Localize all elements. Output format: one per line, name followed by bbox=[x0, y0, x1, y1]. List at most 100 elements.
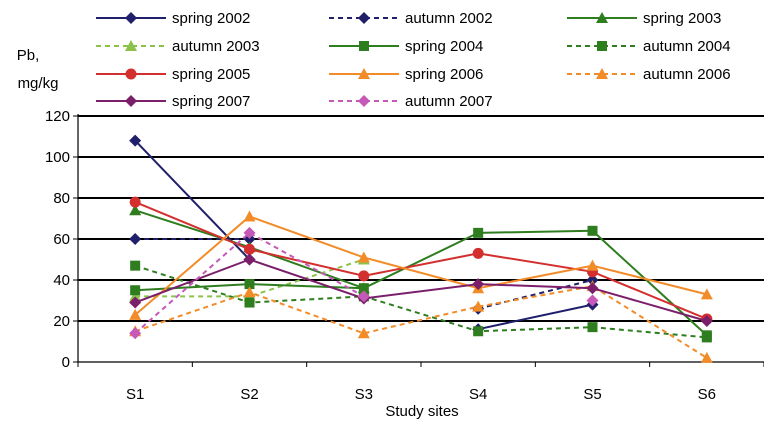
point-autumn-2004-s5 bbox=[587, 322, 598, 333]
legend-label-spring-2007: spring 2007 bbox=[172, 93, 250, 110]
point-autumn-2007-s5 bbox=[586, 294, 599, 307]
point-autumn-2007-s1 bbox=[129, 327, 142, 340]
legend-entry-spring-2004: spring 2004 bbox=[329, 38, 483, 55]
x-tick-label-s1: S1 bbox=[126, 386, 144, 403]
legend-entry-autumn-2003: autumn 2003 bbox=[96, 38, 260, 55]
point-autumn-2006-s2 bbox=[243, 286, 256, 298]
point-spring-2007-s4 bbox=[472, 278, 485, 291]
legend-entry-autumn-2006: autumn 2006 bbox=[567, 66, 731, 83]
point-autumn-2004-s2 bbox=[244, 297, 255, 308]
point-autumn-2006-s3 bbox=[357, 327, 370, 339]
legend-entry-spring-2003: spring 2003 bbox=[567, 10, 721, 27]
point-spring-2004-s5 bbox=[587, 225, 598, 236]
legend-marker-spring-2003 bbox=[596, 12, 608, 23]
point-spring-2006-s1 bbox=[129, 308, 142, 320]
point-spring-2005-s2 bbox=[244, 243, 255, 255]
x-tick-label-s2: S2 bbox=[240, 386, 258, 403]
series-line-autumn-2004 bbox=[134, 264, 707, 339]
point-autumn-2002-s5 bbox=[586, 274, 599, 286]
y-axis-label-line1: Pb, bbox=[17, 47, 40, 64]
series-line-spring-2002 bbox=[134, 139, 251, 261]
point-spring-2004-s1 bbox=[130, 285, 141, 296]
point-spring-2004-s4 bbox=[473, 227, 484, 238]
point-spring-2006-s5 bbox=[586, 259, 599, 271]
series-line-spring-2004 bbox=[135, 229, 708, 337]
x-tick-label-s4: S4 bbox=[469, 386, 487, 403]
x-tick-label-s6: S6 bbox=[698, 386, 716, 403]
series bbox=[129, 134, 713, 363]
legend-label-autumn-2006: autumn 2006 bbox=[643, 66, 731, 83]
legend-label-spring-2004: spring 2004 bbox=[405, 38, 483, 55]
point-spring-2007-s6 bbox=[700, 315, 713, 327]
legend-label-spring-2006: spring 2006 bbox=[405, 66, 483, 83]
legend-marker-autumn-2006 bbox=[596, 68, 608, 79]
point-spring-2003-s1 bbox=[129, 204, 142, 216]
series-line-autumn-2003 bbox=[135, 258, 365, 298]
legend-label-spring-2002: spring 2002 bbox=[172, 10, 250, 27]
legend-marker-spring-2005 bbox=[125, 68, 137, 80]
point-autumn-2006-s6 bbox=[700, 351, 713, 363]
point-autumn-2007-s3 bbox=[357, 290, 370, 303]
y-tick-label-120: 120 bbox=[45, 108, 70, 125]
legend-entry-autumn-2004: autumn 2004 bbox=[567, 38, 731, 55]
point-spring-2004-s3 bbox=[358, 283, 369, 294]
series-line-autumn-2006 bbox=[134, 285, 708, 359]
legend-marker-autumn-2003 bbox=[125, 40, 137, 51]
y-axis-label-line2: mg/kg bbox=[18, 75, 59, 92]
point-spring-2006-s3 bbox=[357, 251, 370, 263]
series-line-spring-2002 bbox=[477, 303, 593, 331]
series-line-spring-2007 bbox=[134, 258, 708, 322]
series-spring-2002 bbox=[129, 134, 599, 336]
legend-label-autumn-2007: autumn 2007 bbox=[405, 93, 493, 110]
legend-entry-autumn-2007: autumn 2007 bbox=[329, 93, 493, 110]
point-spring-2007-s5 bbox=[586, 282, 599, 295]
legend-entry-autumn-2002: autumn 2002 bbox=[329, 10, 493, 27]
point-spring-2007-s1 bbox=[129, 296, 142, 309]
point-spring-2004-s2 bbox=[244, 279, 255, 290]
legend-label-autumn-2002: autumn 2002 bbox=[405, 10, 493, 27]
x-tick-label-s5: S5 bbox=[583, 386, 601, 403]
y-tick-label-0: 0 bbox=[62, 354, 70, 371]
point-autumn-2007-s2 bbox=[243, 226, 256, 239]
point-autumn-2004-s6 bbox=[701, 332, 712, 343]
point-spring-2006-s2 bbox=[243, 210, 256, 222]
legend-marker-autumn-2004 bbox=[597, 41, 607, 51]
legend-marker-autumn-2007 bbox=[358, 95, 370, 107]
point-autumn-2004-s1 bbox=[130, 260, 141, 271]
legend-entry-spring-2005: spring 2005 bbox=[96, 66, 250, 83]
y-tick-label-60: 60 bbox=[53, 231, 70, 248]
point-spring-2005-s3 bbox=[358, 270, 370, 282]
point-spring-2005-s4 bbox=[472, 247, 484, 259]
series-line-spring-2005 bbox=[134, 201, 708, 320]
point-autumn-2003-s1 bbox=[129, 290, 142, 302]
point-spring-2002-s1 bbox=[129, 134, 142, 147]
series-line-spring-2006 bbox=[134, 215, 708, 316]
y-tick-label-100: 100 bbox=[45, 149, 70, 166]
legend-marker-spring-2002 bbox=[125, 12, 137, 24]
legend-entry-spring-2002: spring 2002 bbox=[96, 10, 250, 27]
point-spring-2007-s2 bbox=[243, 253, 256, 266]
legend-marker-spring-2006 bbox=[358, 68, 370, 79]
legend-entry-spring-2006: spring 2006 bbox=[329, 66, 483, 83]
legend-label-autumn-2004: autumn 2004 bbox=[643, 38, 731, 55]
legend: spring 2002 autumn 2002 spring 2003 autumn … bbox=[96, 10, 731, 110]
legend-marker-spring-2007 bbox=[125, 95, 137, 107]
legend-label-autumn-2003: autumn 2003 bbox=[172, 38, 260, 55]
point-spring-2005-s1 bbox=[129, 196, 141, 208]
point-autumn-2002-s1 bbox=[129, 233, 142, 245]
legend-entry-spring-2007: spring 2007 bbox=[96, 93, 250, 110]
point-spring-2006-s6 bbox=[700, 288, 713, 300]
grid bbox=[78, 115, 764, 322]
point-autumn-2004-s4 bbox=[473, 326, 484, 337]
legend-label-spring-2003: spring 2003 bbox=[643, 10, 721, 27]
axes: 0 20 40 60 80 100 120 S1 S2 S3 S4 S5 S6 bbox=[45, 108, 764, 403]
legend-marker-autumn-2002 bbox=[358, 12, 370, 24]
legend-label-spring-2005: spring 2005 bbox=[172, 66, 250, 83]
legend-marker-spring-2004 bbox=[359, 41, 369, 51]
x-tick-label-s3: S3 bbox=[355, 386, 373, 403]
y-tick-label-40: 40 bbox=[53, 272, 70, 289]
y-tick-label-20: 20 bbox=[53, 313, 70, 330]
point-autumn-2006-s4 bbox=[472, 300, 485, 312]
series-autumn-2007 bbox=[129, 226, 599, 340]
